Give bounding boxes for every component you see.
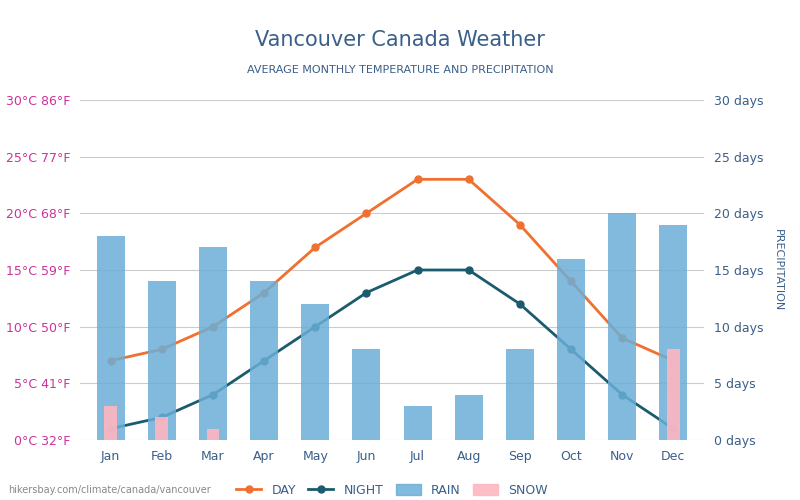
Text: hikersbay.com/climate/canada/vancouver: hikersbay.com/climate/canada/vancouver [8, 485, 210, 495]
Bar [506, 350, 534, 440]
Text: AVERAGE MONTHLY TEMPERATURE AND PRECIPITATION: AVERAGE MONTHLY TEMPERATURE AND PRECIPIT… [246, 65, 554, 75]
Bar [155, 418, 168, 440]
Y-axis label: PRECIPITATION: PRECIPITATION [773, 229, 782, 311]
Text: Vancouver Canada Weather: Vancouver Canada Weather [255, 30, 545, 50]
Bar [352, 350, 381, 440]
Bar [302, 304, 330, 440]
Bar [667, 350, 680, 440]
Bar [659, 224, 687, 440]
Bar [608, 214, 636, 440]
Bar [104, 406, 117, 440]
Bar [454, 394, 482, 440]
Bar [97, 236, 125, 440]
Bar [206, 428, 219, 440]
Bar [199, 248, 227, 440]
Legend: DAY, NIGHT, RAIN, SNOW: DAY, NIGHT, RAIN, SNOW [231, 479, 553, 500]
Bar [250, 282, 278, 440]
Bar [148, 282, 176, 440]
Bar [403, 406, 432, 440]
Bar [557, 258, 585, 440]
